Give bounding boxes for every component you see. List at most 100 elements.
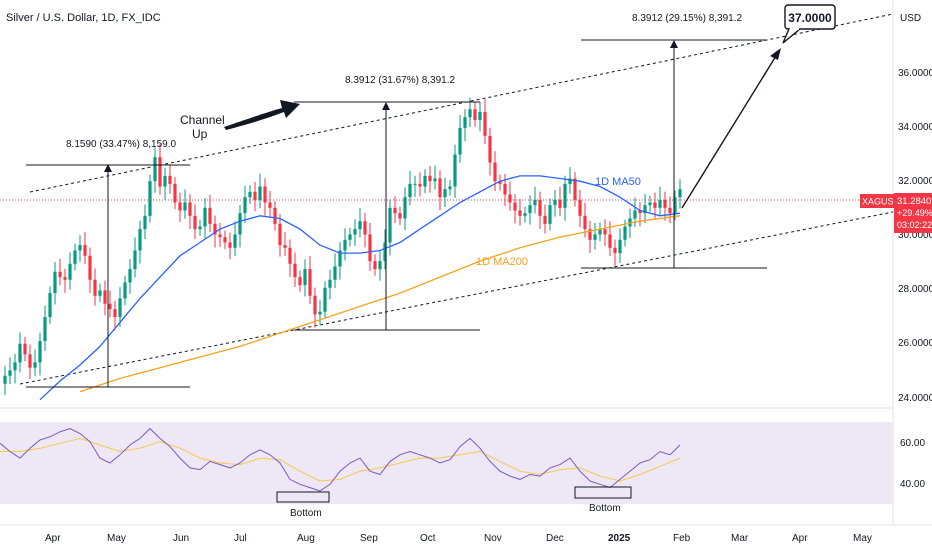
ma200-label: 1D MA200 (476, 256, 528, 268)
candle-body (523, 213, 527, 216)
candle-body (263, 186, 267, 203)
symbol-title: Silver / U.S. Dollar, 1D, FX_IDC (6, 12, 161, 24)
candle-body (183, 202, 187, 211)
candle-body (548, 205, 552, 224)
candle-body (43, 317, 47, 342)
candle-body (223, 237, 227, 243)
candle-body (638, 210, 642, 214)
candle-body (308, 269, 312, 296)
channel-lower-line[interactable] (19, 211, 894, 385)
candle-body (663, 199, 667, 208)
rsi-bottom-box-1[interactable] (276, 491, 330, 503)
candle-body (73, 250, 77, 264)
candle-body (473, 109, 477, 120)
candle-body (573, 178, 577, 200)
month-label: Apr (792, 533, 808, 544)
badge-symbol: XAGUSD (862, 197, 901, 207)
channel-up-arrow[interactable] (224, 100, 300, 130)
candle-body (93, 279, 97, 296)
candle-body (103, 290, 107, 304)
candle-body (313, 295, 317, 315)
month-label: Sep (360, 533, 378, 544)
candle-body (128, 269, 132, 283)
rsi-bottom-label-1: Bottom (290, 508, 322, 519)
candle-body (588, 229, 592, 240)
channel-upper-line[interactable] (29, 13, 894, 193)
candle-body (208, 207, 212, 224)
candle-body (138, 229, 142, 251)
candle-body (333, 266, 337, 280)
candle-body (298, 277, 302, 286)
candle-body (558, 199, 562, 208)
candle-body (293, 263, 297, 278)
candle-body (218, 234, 222, 238)
candle-body (68, 263, 72, 280)
rsi-bottom-box-2[interactable] (574, 486, 632, 499)
candle-body (433, 178, 437, 182)
measure-2-label: 8.3912 (31.67%) 8,391.2 (345, 75, 456, 86)
price-tick: 26.0000 (898, 338, 932, 349)
target-callout-value: 37.0000 (788, 11, 832, 25)
candle-body (508, 194, 512, 203)
candle-body (393, 207, 397, 214)
candle-body (513, 202, 517, 211)
candle-body (268, 202, 272, 208)
rsi-tick: 40.00 (900, 479, 925, 490)
candle-body (438, 178, 442, 198)
month-label: Oct (420, 533, 436, 544)
measure-2[interactable]: 8.3912 (31.67%) 8,391.2 (294, 75, 480, 331)
candle-body (368, 234, 372, 262)
target-arrow[interactable] (681, 48, 781, 209)
candle-body (143, 215, 147, 230)
candle-body (653, 202, 657, 208)
rsi-band (0, 422, 893, 504)
candle-body (388, 207, 392, 243)
candle-body (618, 239, 622, 254)
candle-body (348, 234, 352, 240)
candle-body (213, 223, 217, 235)
candle-body (658, 199, 662, 208)
candle-body (648, 202, 652, 206)
candle-body (18, 343, 22, 363)
candle-body (563, 183, 567, 208)
candle-body (408, 183, 412, 198)
candle-body (163, 175, 167, 187)
month-label: Feb (673, 533, 691, 544)
badge-price: 31.2840 (897, 196, 931, 207)
candle-body (3, 375, 7, 384)
price-axis[interactable]: 24.0000 26.0000 28.0000 30.0000 32.0000 … (898, 68, 932, 404)
candle-body (568, 178, 572, 184)
month-label: May (853, 533, 872, 544)
candle-body (463, 117, 467, 128)
candle-body (83, 245, 87, 256)
candle-body (148, 181, 152, 216)
candle-body (228, 242, 232, 248)
rsi-tick: 60.00 (900, 438, 925, 449)
candle-body (48, 293, 52, 318)
measure-3-label: 8.3912 (29.15%) 8,391.2 (632, 13, 743, 24)
candle-body (488, 135, 492, 163)
candle-body (538, 199, 542, 216)
candle-body (248, 191, 252, 198)
candle-body (243, 197, 247, 214)
candle-body (603, 229, 607, 235)
candle-body (613, 247, 617, 254)
candle-body (38, 341, 42, 363)
channel-label-line2: Up (192, 127, 208, 141)
candle-body (28, 354, 32, 368)
candle-body (483, 111, 487, 136)
price-tick: 36.0000 (898, 68, 932, 79)
month-label: 2025 (608, 533, 631, 544)
measure-3[interactable]: 8.3912 (29.15%) 8,391.2 (581, 13, 767, 269)
target-callout[interactable]: 37.0000 (782, 4, 836, 44)
candle-body (283, 245, 287, 248)
candle-body (78, 245, 82, 251)
measure-1[interactable]: 8.1590 (33.47%) 8,159.0 (26, 139, 190, 388)
time-axis[interactable]: Apr May Jun Jul Aug Sep Oct Nov Dec 2025… (45, 533, 872, 544)
badge-symbol-bg (860, 194, 894, 208)
candle-body (608, 234, 612, 248)
candle-body (403, 197, 407, 219)
ma200-line (79, 215, 681, 393)
candle-body (258, 186, 262, 200)
